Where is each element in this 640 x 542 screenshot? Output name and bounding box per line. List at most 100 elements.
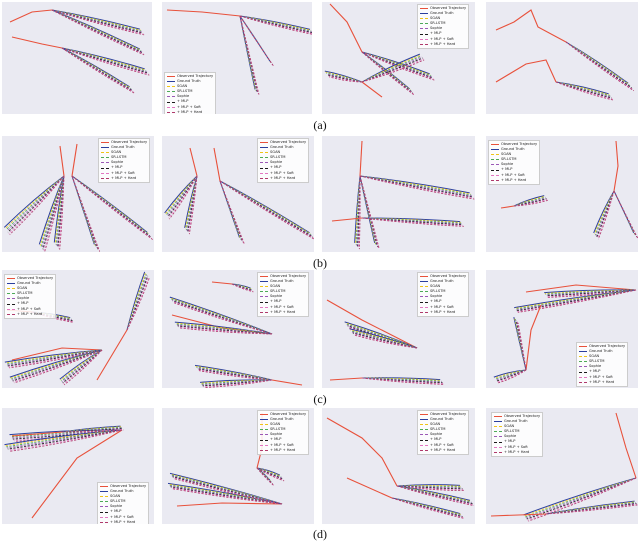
prediction-line bbox=[359, 175, 473, 198]
legend-item: SGAN bbox=[101, 150, 147, 155]
prediction-line bbox=[71, 175, 153, 240]
legend-swatch bbox=[101, 172, 109, 174]
prediction-line bbox=[170, 486, 283, 505]
legend-item: Sophie bbox=[260, 294, 306, 299]
prediction-line bbox=[202, 379, 273, 387]
legend-swatch bbox=[420, 13, 428, 15]
prediction-line bbox=[11, 349, 103, 381]
legend-label: SR-LSTM bbox=[430, 21, 446, 26]
legend-swatch bbox=[420, 419, 428, 421]
legend-label: + MLP + Hard bbox=[270, 175, 296, 180]
legend-label: Sophie bbox=[177, 94, 190, 99]
panel-c1: Observed Trajectory Ground Truth SGAN SR-LS… bbox=[2, 270, 154, 388]
legend-item: Ground Truth bbox=[420, 279, 466, 284]
legend-label: SGAN bbox=[110, 494, 121, 499]
prediction-line bbox=[361, 55, 422, 83]
legend-swatch bbox=[420, 434, 428, 436]
legend-label: SGAN bbox=[501, 152, 512, 157]
prediction-line bbox=[350, 329, 418, 349]
legend-item: Observed Trajectory bbox=[420, 412, 466, 417]
legend-swatch bbox=[7, 313, 15, 315]
legend-swatch bbox=[420, 429, 428, 431]
prediction-line bbox=[348, 326, 418, 349]
prediction-line bbox=[6, 349, 103, 366]
legend-label: Ground Truth bbox=[177, 79, 201, 84]
prediction-line bbox=[391, 497, 464, 518]
prediction-line bbox=[359, 175, 473, 197]
prediction-line bbox=[203, 379, 273, 388]
observed-trajectory bbox=[171, 314, 273, 335]
legend-label: + MLP bbox=[17, 301, 29, 306]
legend-item: Observed Trajectory bbox=[494, 414, 540, 419]
legend-label: + MLP + Hard bbox=[111, 175, 137, 180]
legend-label: Sophie bbox=[504, 434, 517, 439]
legend-swatch bbox=[167, 96, 175, 98]
legend-item: SR-LSTM bbox=[579, 359, 625, 364]
prediction-line bbox=[326, 72, 363, 83]
legend-swatch bbox=[167, 91, 175, 93]
legend-label: + MLP + Hard bbox=[430, 41, 456, 46]
prediction-line bbox=[239, 15, 311, 31]
legend-item: + MLP + Soft bbox=[579, 375, 625, 380]
legend-swatch bbox=[167, 106, 175, 108]
legend-label: SGAN bbox=[589, 354, 600, 359]
legend-swatch bbox=[579, 376, 587, 378]
observed-trajectory bbox=[331, 217, 363, 222]
observed-trajectory bbox=[96, 329, 128, 381]
prediction-line bbox=[173, 478, 283, 505]
ground-truth-line bbox=[324, 70, 363, 83]
observed-trajectory bbox=[31, 429, 123, 519]
legend-label: + MLP bbox=[504, 439, 516, 444]
legend-item: + MLP + Hard bbox=[7, 312, 53, 317]
legend-swatch bbox=[100, 516, 108, 518]
legend-label: Sophie bbox=[111, 160, 124, 165]
legend: Observed Trajectory Ground Truth SGAN SR-LS… bbox=[417, 4, 470, 49]
prediction-line bbox=[358, 175, 361, 249]
legend-swatch bbox=[579, 381, 587, 383]
legend-label: + MLP + Hard bbox=[430, 447, 456, 452]
legend-item: + MLP + Hard bbox=[101, 176, 147, 181]
legend: Observed Trajectory Ground Truth SGAN SR-LS… bbox=[97, 482, 150, 524]
legend-item: SR-LSTM bbox=[167, 89, 213, 94]
legend-swatch bbox=[494, 441, 502, 443]
observed-trajectory bbox=[615, 412, 637, 479]
legend-swatch bbox=[101, 152, 109, 154]
legend-item: + MLP + Soft bbox=[260, 443, 306, 448]
prediction-line bbox=[239, 15, 312, 32]
legend-swatch bbox=[100, 506, 108, 508]
panel-c4: Observed Trajectory Ground Truth SGAN SR-LS… bbox=[486, 270, 638, 388]
legend-swatch bbox=[260, 162, 268, 164]
legend-label: SGAN bbox=[111, 150, 122, 155]
legend-item: + MLP + Hard bbox=[491, 178, 537, 183]
prediction-line bbox=[256, 467, 285, 482]
legend-swatch bbox=[260, 167, 268, 169]
legend-item: SGAN bbox=[260, 422, 306, 427]
legend-swatch bbox=[579, 351, 587, 353]
prediction-line bbox=[61, 429, 124, 433]
panel-d3: Observed Trajectory Ground Truth SGAN SR-LS… bbox=[322, 408, 475, 524]
prediction-line bbox=[496, 369, 527, 382]
prediction-line bbox=[176, 324, 273, 335]
prediction-line bbox=[51, 9, 141, 31]
legend: Observed Trajectory Ground Truth SGAN SR-LS… bbox=[98, 138, 151, 183]
legend-label: SGAN bbox=[270, 284, 281, 289]
observed-trajectory bbox=[189, 147, 198, 177]
legend-item: + MLP bbox=[260, 165, 306, 170]
legend-item: Sophie bbox=[491, 162, 537, 167]
prediction-line bbox=[203, 379, 273, 388]
prediction-line bbox=[51, 9, 145, 36]
prediction-line bbox=[528, 477, 637, 522]
ground-truth-line bbox=[391, 497, 461, 515]
legend-item: Ground Truth bbox=[7, 281, 53, 286]
prediction-line bbox=[495, 369, 527, 380]
legend-label: Sophie bbox=[110, 504, 123, 509]
legend-item: Observed Trajectory bbox=[420, 6, 466, 11]
legend-label: + MLP + Hard bbox=[501, 177, 527, 182]
legend-item: Sophie bbox=[420, 294, 466, 299]
prediction-line bbox=[256, 467, 275, 487]
prediction-line bbox=[361, 51, 435, 81]
legend-swatch bbox=[579, 371, 587, 373]
legend: Observed Trajectory Ground Truth SGAN SR-LS… bbox=[4, 274, 57, 319]
prediction-line bbox=[355, 175, 361, 245]
legend-item: + MLP + Soft bbox=[491, 173, 537, 178]
